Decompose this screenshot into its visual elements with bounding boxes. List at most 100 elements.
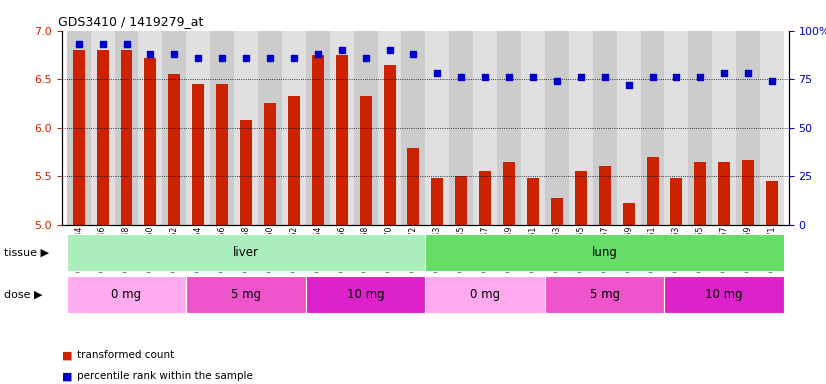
Bar xyxy=(258,31,282,225)
Bar xyxy=(760,31,784,225)
Point xyxy=(694,74,707,80)
Point xyxy=(335,47,349,53)
Text: percentile rank within the sample: percentile rank within the sample xyxy=(77,371,253,381)
Point xyxy=(670,74,683,80)
Bar xyxy=(664,276,784,313)
Bar xyxy=(67,276,187,313)
Text: 0 mg: 0 mg xyxy=(112,288,141,301)
Bar xyxy=(641,31,664,225)
Point xyxy=(192,55,205,61)
Bar xyxy=(282,31,306,225)
Bar xyxy=(575,171,586,225)
Bar xyxy=(383,65,396,225)
Bar xyxy=(431,178,444,225)
Bar xyxy=(97,50,108,225)
Bar xyxy=(335,55,348,225)
Bar xyxy=(521,31,545,225)
Bar xyxy=(306,31,330,225)
Bar xyxy=(719,162,730,225)
Text: 10 mg: 10 mg xyxy=(705,288,743,301)
Point xyxy=(96,41,109,47)
Bar xyxy=(401,31,425,225)
Bar xyxy=(425,31,449,225)
Bar xyxy=(240,120,252,225)
Bar xyxy=(647,157,658,225)
Bar xyxy=(455,176,468,225)
Bar xyxy=(766,181,778,225)
Text: 5 mg: 5 mg xyxy=(231,288,261,301)
Bar xyxy=(264,103,276,225)
Bar xyxy=(91,31,115,225)
Point xyxy=(742,70,755,76)
Bar xyxy=(377,31,401,225)
Bar xyxy=(216,84,228,225)
Point xyxy=(622,82,635,88)
Bar xyxy=(425,234,784,271)
Bar xyxy=(623,203,634,225)
Bar xyxy=(695,162,706,225)
Bar xyxy=(169,74,180,225)
Bar xyxy=(617,31,641,225)
Bar xyxy=(145,58,156,225)
Point xyxy=(359,55,373,61)
Bar xyxy=(407,148,420,225)
Text: liver: liver xyxy=(233,246,259,259)
Text: 0 mg: 0 mg xyxy=(470,288,501,301)
Bar xyxy=(330,31,354,225)
Bar xyxy=(527,178,539,225)
Point xyxy=(526,74,539,80)
Bar xyxy=(593,31,617,225)
Bar xyxy=(712,31,736,225)
Point xyxy=(120,41,133,47)
Bar xyxy=(545,276,664,313)
Bar xyxy=(599,167,610,225)
Bar xyxy=(67,234,425,271)
Point xyxy=(454,74,468,80)
Bar xyxy=(473,31,497,225)
Bar xyxy=(187,276,306,313)
Bar xyxy=(288,96,300,225)
Point xyxy=(407,51,420,57)
Point xyxy=(240,55,253,61)
Bar xyxy=(115,31,139,225)
Point xyxy=(144,51,157,57)
Text: 5 mg: 5 mg xyxy=(590,288,620,301)
Point xyxy=(598,74,611,80)
Text: ■: ■ xyxy=(62,350,73,360)
Point xyxy=(718,70,731,76)
Bar xyxy=(187,31,210,225)
Text: dose ▶: dose ▶ xyxy=(4,290,43,300)
Point xyxy=(383,47,396,53)
Bar xyxy=(425,276,545,313)
Point xyxy=(550,78,563,84)
Bar xyxy=(311,55,324,225)
Bar xyxy=(73,50,84,225)
Bar xyxy=(551,199,563,225)
Point xyxy=(263,55,277,61)
Bar xyxy=(139,31,163,225)
Point xyxy=(168,51,181,57)
Bar xyxy=(306,276,425,313)
Bar xyxy=(234,31,258,225)
Point xyxy=(430,70,444,76)
Point xyxy=(574,74,587,80)
Bar xyxy=(210,31,234,225)
Bar xyxy=(67,31,91,225)
Bar xyxy=(671,178,682,225)
Point xyxy=(287,55,301,61)
Text: ■: ■ xyxy=(62,371,73,381)
Bar xyxy=(569,31,593,225)
Bar xyxy=(688,31,712,225)
Bar xyxy=(163,31,187,225)
Bar xyxy=(545,31,569,225)
Point xyxy=(766,78,779,84)
Text: lung: lung xyxy=(591,246,618,259)
Bar xyxy=(121,50,132,225)
Bar xyxy=(664,31,688,225)
Bar xyxy=(736,31,760,225)
Text: 10 mg: 10 mg xyxy=(347,288,384,301)
Point xyxy=(478,74,491,80)
Text: tissue ▶: tissue ▶ xyxy=(4,247,49,258)
Point xyxy=(72,41,85,47)
Bar xyxy=(359,96,372,225)
